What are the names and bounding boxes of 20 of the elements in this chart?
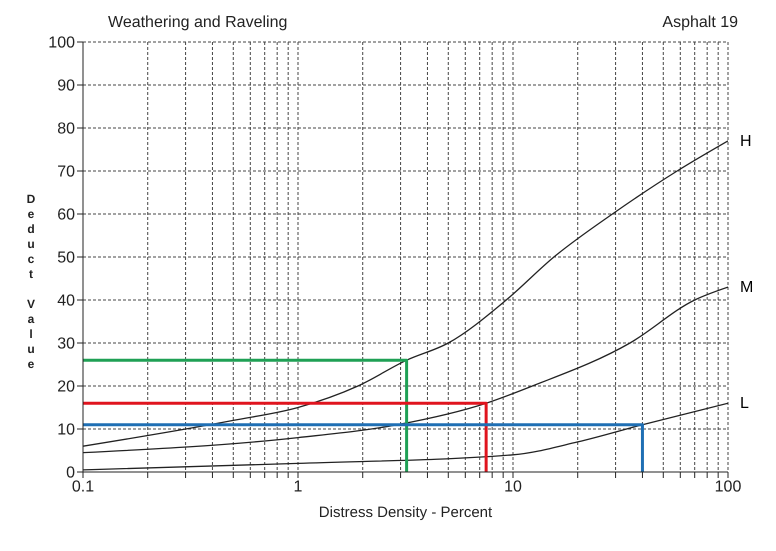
y-tick-label: 40 (57, 292, 76, 310)
x-tick-label: 1 (294, 478, 303, 496)
y-tick-label: 100 (48, 34, 76, 52)
chart-title: Weathering and Raveling (108, 14, 288, 32)
x-axis-title: Distress Density - Percent (318, 504, 494, 521)
x-tick-label: 100 (714, 478, 742, 496)
series-label: H (740, 132, 752, 150)
y-tick-label: 60 (57, 206, 76, 224)
y-axis-title: Deduct Value (23, 192, 38, 372)
x-tick-label: 10 (504, 478, 522, 496)
chart-subtitle: Asphalt 19 (662, 14, 738, 32)
y-tick-label: 50 (57, 250, 76, 267)
y-tick-label: 20 (57, 378, 76, 396)
y-tick-label: 10 (57, 422, 76, 439)
y-tick-label: 30 (57, 336, 76, 353)
series-label: M (740, 279, 754, 296)
y-tick-label: 90 (57, 78, 76, 95)
y-tick-label: 70 (57, 164, 76, 181)
y-tick-label: 80 (57, 120, 76, 138)
series-label: L (740, 395, 749, 412)
